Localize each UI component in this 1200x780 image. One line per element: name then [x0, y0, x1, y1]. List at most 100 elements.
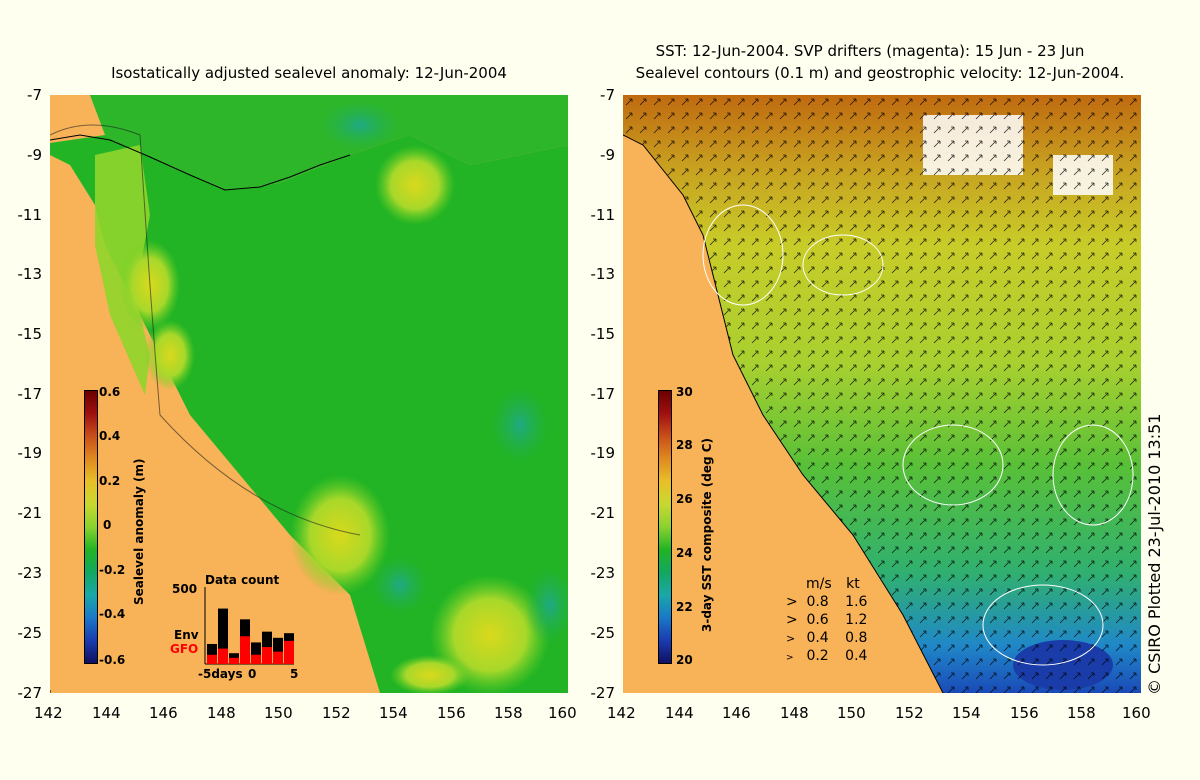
sst-cbar-tick: 26	[676, 492, 693, 506]
data-count-gfo-label: GFO	[170, 642, 199, 656]
left-lon-tick: 158	[494, 704, 523, 722]
right-lat-tick: -11	[590, 206, 616, 224]
sealevel-cbar-tick: 0.6	[99, 385, 121, 399]
sst-colorbar	[658, 390, 672, 664]
sealevel-cbar-tick: -0.2	[99, 563, 126, 577]
velocity-legend-ms-header: m/s	[806, 576, 832, 592]
sealevel-anomaly-map	[50, 95, 568, 693]
sealevel-map-graphic	[50, 95, 568, 693]
sealevel-cbar-tick: -0.4	[99, 607, 126, 621]
velocity-legend-kt: 0.4	[845, 648, 868, 664]
left-lon-tick: 152	[322, 704, 351, 722]
velocity-legend-ms: 0.2	[806, 648, 829, 664]
right-lon-tick: 152	[895, 704, 924, 722]
velocity-legend-row: > 0.8 1.6	[786, 594, 867, 610]
data-count-x-tick: 5	[290, 667, 299, 681]
gfo-count-bar	[207, 654, 217, 664]
velocity-legend-ms: 0.4	[806, 630, 829, 646]
left-map-title: Isostatically adjusted sealevel anomaly:…	[111, 64, 507, 82]
data-count-title: Data count	[205, 573, 280, 587]
sealevel-cbar-tick: 0.4	[99, 429, 121, 443]
gfo-count-bar	[262, 647, 272, 664]
left-lat-tick: -19	[17, 444, 43, 462]
velocity-legend-kt: 1.2	[845, 612, 868, 628]
left-lat-tick: -13	[17, 265, 43, 283]
data-count-x-tick: -5days	[198, 667, 243, 681]
right-lon-tick: 156	[1010, 704, 1039, 722]
left-lat-tick: -15	[17, 325, 43, 343]
left-lon-tick: 150	[264, 704, 293, 722]
right-lat-tick: -17	[590, 385, 616, 403]
left-lat-tick: -17	[17, 385, 43, 403]
right-lon-tick: 150	[837, 704, 866, 722]
gfo-count-bar	[218, 648, 228, 664]
left-lat-tick: -21	[17, 504, 43, 522]
velocity-legend-row: > 0.4 0.8	[786, 630, 867, 646]
velocity-arrow-icon: >	[786, 632, 796, 645]
sst-map-graphic	[623, 95, 1141, 693]
right-lon-tick: 146	[722, 704, 751, 722]
gfo-count-bar	[251, 654, 261, 664]
right-lon-tick: 158	[1067, 704, 1096, 722]
gfo-count-bar	[284, 640, 294, 664]
sst-colorbar-label: 3-day SST composite (deg C)	[700, 437, 714, 632]
velocity-legend-row: > 0.6 1.2	[786, 612, 867, 628]
sst-cbar-tick: 30	[676, 385, 693, 399]
sealevel-cbar-tick: -0.6	[99, 653, 126, 667]
velocity-legend-ms: 0.8	[806, 594, 829, 610]
data-count-chart	[204, 587, 294, 665]
velocity-arrow-icon: >	[786, 594, 798, 610]
sst-cbar-tick: 28	[676, 438, 693, 452]
left-lat-tick: -27	[17, 684, 43, 702]
left-lat-tick: -9	[27, 146, 42, 164]
data-count-x-tick: 0	[248, 667, 257, 681]
right-lon-tick: 148	[780, 704, 809, 722]
right-map-title-line1: SST: 12-Jun-2004. SVP drifters (magenta)…	[655, 42, 1085, 60]
sst-cbar-tick: 22	[676, 600, 693, 614]
sealevel-cbar-tick: 0	[103, 518, 112, 532]
velocity-legend-kt: 0.8	[845, 630, 868, 646]
data-count-max: 500	[172, 582, 198, 596]
sealevel-colorbar	[84, 390, 98, 664]
left-lon-tick: 156	[437, 704, 466, 722]
velocity-legend-header: m/s kt	[806, 576, 860, 592]
sealevel-colorbar-label: Sealevel anomaly (m)	[132, 458, 146, 605]
left-lat-tick: -23	[17, 564, 43, 582]
right-lat-tick: -27	[590, 684, 616, 702]
right-lon-tick: 144	[665, 704, 694, 722]
sst-cbar-tick: 24	[676, 546, 693, 560]
env-count-bar	[273, 637, 283, 664]
left-lon-tick: 160	[548, 704, 577, 722]
env-count-bar	[207, 643, 217, 664]
right-lat-tick: -13	[590, 265, 616, 283]
right-lat-tick: -21	[590, 504, 616, 522]
right-lat-tick: -23	[590, 564, 616, 582]
right-lat-tick: -7	[600, 86, 615, 104]
right-lat-tick: -19	[590, 444, 616, 462]
right-map-title-line2: Sealevel contours (0.1 m) and geostrophi…	[635, 64, 1125, 82]
right-lon-tick: 154	[952, 704, 981, 722]
velocity-legend-ms: 0.6	[806, 612, 829, 628]
sealevel-cbar-tick: 0.2	[99, 474, 121, 488]
velocity-arrow-icon: >	[786, 653, 794, 663]
left-lon-tick: 154	[379, 704, 408, 722]
data-count-env-label: Env	[174, 628, 199, 642]
left-lon-tick: 148	[207, 704, 236, 722]
left-lon-tick: 144	[92, 704, 121, 722]
gfo-count-bar	[240, 636, 250, 664]
left-lat-tick: -11	[17, 206, 43, 224]
velocity-legend-row: > 0.2 0.4	[786, 648, 867, 664]
velocity-arrow-icon: >	[786, 612, 798, 628]
right-lat-tick: -25	[590, 624, 616, 642]
sst-cbar-tick: 20	[676, 653, 693, 667]
gfo-count-bar	[273, 651, 283, 664]
sst-map	[623, 95, 1141, 693]
right-lat-tick: -9	[600, 146, 615, 164]
left-lat-tick: -7	[27, 86, 42, 104]
left-lat-tick: -25	[17, 624, 43, 642]
gfo-count-bar	[229, 657, 239, 664]
left-lon-tick: 142	[34, 704, 63, 722]
left-lon-tick: 146	[149, 704, 178, 722]
env-count-bar	[251, 642, 261, 664]
csiro-credit: © CSIRO Plotted 23-Jul-2010 13:51	[1145, 413, 1164, 695]
